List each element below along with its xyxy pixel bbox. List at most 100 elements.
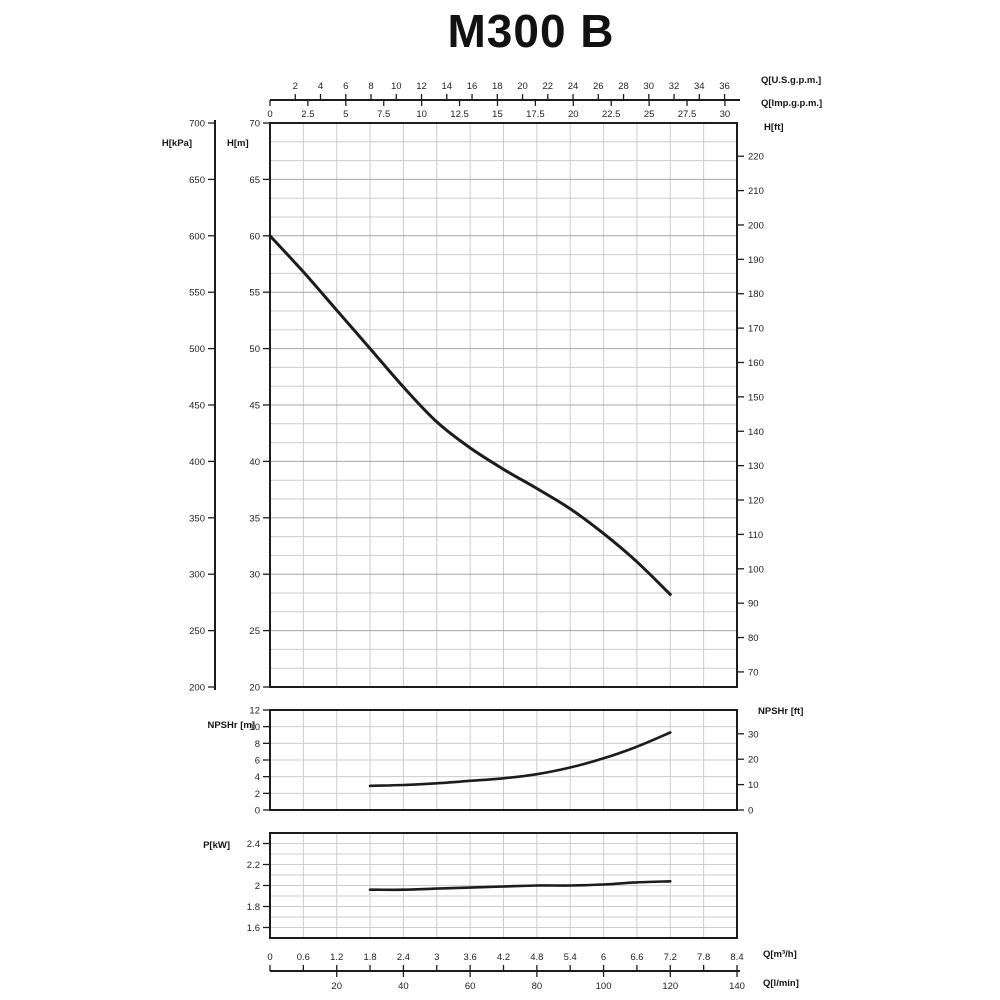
svg-text:2.5: 2.5 — [301, 109, 314, 120]
svg-text:7.2: 7.2 — [664, 952, 677, 963]
svg-text:0: 0 — [267, 109, 272, 120]
svg-text:4: 4 — [255, 772, 260, 783]
svg-text:300: 300 — [189, 570, 205, 581]
svg-text:10: 10 — [249, 722, 260, 733]
npsh-ft-axis-label: NPSHr [ft] — [758, 706, 804, 717]
svg-text:140: 140 — [748, 427, 764, 438]
svg-text:55: 55 — [249, 288, 260, 299]
svg-text:20: 20 — [517, 81, 528, 92]
svg-text:350: 350 — [189, 513, 205, 524]
svg-text:1.8: 1.8 — [247, 902, 260, 913]
svg-text:40: 40 — [398, 981, 409, 992]
head-curve — [268, 234, 672, 596]
svg-text:30: 30 — [748, 729, 759, 740]
svg-text:130: 130 — [748, 461, 764, 472]
svg-text:2: 2 — [255, 881, 260, 892]
main-chart-grid — [270, 123, 737, 687]
svg-text:0: 0 — [748, 806, 753, 817]
svg-text:90: 90 — [748, 599, 759, 610]
head-m-axis-label: H[m] — [227, 138, 249, 149]
svg-text:600: 600 — [189, 231, 205, 242]
svg-text:14: 14 — [441, 81, 452, 92]
power-kw-axis: 2.4 2.2 2 1.8 1.6 — [247, 839, 270, 934]
svg-text:70: 70 — [748, 667, 759, 678]
svg-text:70: 70 — [249, 119, 260, 130]
svg-text:34: 34 — [694, 81, 705, 92]
svg-text:2.4: 2.4 — [247, 839, 260, 850]
svg-text:32: 32 — [669, 81, 680, 92]
svg-text:40: 40 — [249, 457, 260, 468]
head-ft-axis: 220 210 200 190 180 170 160 150 140 130 120 110 100 9… — [737, 152, 764, 678]
svg-text:200: 200 — [748, 220, 764, 231]
svg-text:120: 120 — [748, 496, 764, 507]
svg-text:10: 10 — [748, 780, 759, 791]
svg-text:10: 10 — [391, 81, 402, 92]
svg-text:150: 150 — [748, 392, 764, 403]
svg-text:36: 36 — [719, 81, 730, 92]
flow-m3h-axis-label: Q[m³/h] — [763, 949, 797, 960]
svg-text:10: 10 — [416, 109, 427, 120]
svg-text:35: 35 — [249, 513, 260, 524]
svg-text:500: 500 — [189, 344, 205, 355]
svg-text:2.4: 2.4 — [397, 952, 410, 963]
svg-text:5.4: 5.4 — [564, 952, 577, 963]
svg-text:4: 4 — [318, 81, 323, 92]
svg-text:0: 0 — [267, 952, 272, 963]
svg-text:5: 5 — [343, 109, 348, 120]
svg-text:28: 28 — [618, 81, 629, 92]
svg-text:50: 50 — [249, 344, 260, 355]
svg-text:400: 400 — [189, 457, 205, 468]
top-flow-axis: 2 4 6 8 10 12 14 16 18 20 22 24 26 28 30 32 34 360 2.5 5 7.5… — [267, 81, 740, 120]
svg-text:210: 210 — [748, 186, 764, 197]
svg-text:12.5: 12.5 — [450, 109, 469, 120]
svg-text:2: 2 — [293, 81, 298, 92]
head-kpa-axis: 700 650 600 550 500 450 400 350 300 250 200 — [189, 119, 216, 694]
svg-text:6.6: 6.6 — [630, 952, 643, 963]
svg-text:12: 12 — [249, 706, 260, 717]
svg-text:3.6: 3.6 — [464, 952, 477, 963]
head-kpa-axis-label: H[kPa] — [161, 138, 192, 149]
svg-text:80: 80 — [532, 981, 543, 992]
svg-text:1.2: 1.2 — [330, 952, 343, 963]
svg-text:60: 60 — [465, 981, 476, 992]
svg-text:45: 45 — [249, 401, 260, 412]
svg-text:8.4: 8.4 — [730, 952, 743, 963]
bottom-flow-axis: 0 0.6 1.2 1.8 2.4 3 3.6 4.2 4.8 5.4 6 6.6 7.2 7.8 8.4 2… — [267, 952, 745, 992]
svg-text:6: 6 — [255, 756, 260, 767]
svg-text:30: 30 — [249, 570, 260, 581]
svg-text:20: 20 — [331, 981, 342, 992]
svg-text:22: 22 — [543, 81, 554, 92]
svg-text:6: 6 — [601, 952, 606, 963]
svg-text:7.5: 7.5 — [377, 109, 390, 120]
page-title: M300 B — [447, 5, 615, 57]
svg-text:160: 160 — [748, 358, 764, 369]
svg-text:20: 20 — [249, 683, 260, 694]
npsh-m-axis: 12 10 8 6 4 2 0 — [249, 706, 270, 817]
svg-text:60: 60 — [249, 231, 260, 242]
svg-text:12: 12 — [416, 81, 427, 92]
svg-text:200: 200 — [189, 683, 205, 694]
svg-text:450: 450 — [189, 401, 205, 412]
svg-text:0.6: 0.6 — [297, 952, 310, 963]
svg-text:7.8: 7.8 — [697, 952, 710, 963]
svg-text:20: 20 — [748, 755, 759, 766]
svg-text:65: 65 — [249, 175, 260, 186]
svg-text:170: 170 — [748, 324, 764, 335]
svg-text:25: 25 — [644, 109, 655, 120]
svg-text:0: 0 — [255, 806, 260, 817]
flow-lmin-axis-label: Q[l/min] — [763, 978, 799, 989]
npsh-ft-axis: 30 20 10 0 — [737, 729, 759, 817]
svg-text:6: 6 — [343, 81, 348, 92]
flow-impgpm-axis-label: Q[Imp.g.p.m.] — [761, 98, 823, 109]
svg-text:22.5: 22.5 — [602, 109, 621, 120]
svg-text:3: 3 — [434, 952, 439, 963]
flow-usgpm-axis-label: Q[U.S.g.p.m.] — [761, 75, 822, 86]
svg-text:2: 2 — [255, 789, 260, 800]
svg-text:17.5: 17.5 — [526, 109, 545, 120]
power-curve — [368, 880, 672, 892]
npsh-m-axis-label: NPSHr [m] — [207, 720, 255, 731]
npsh-curve — [368, 731, 672, 788]
power-kw-axis-label: P[kW] — [203, 840, 230, 851]
svg-text:550: 550 — [189, 288, 205, 299]
